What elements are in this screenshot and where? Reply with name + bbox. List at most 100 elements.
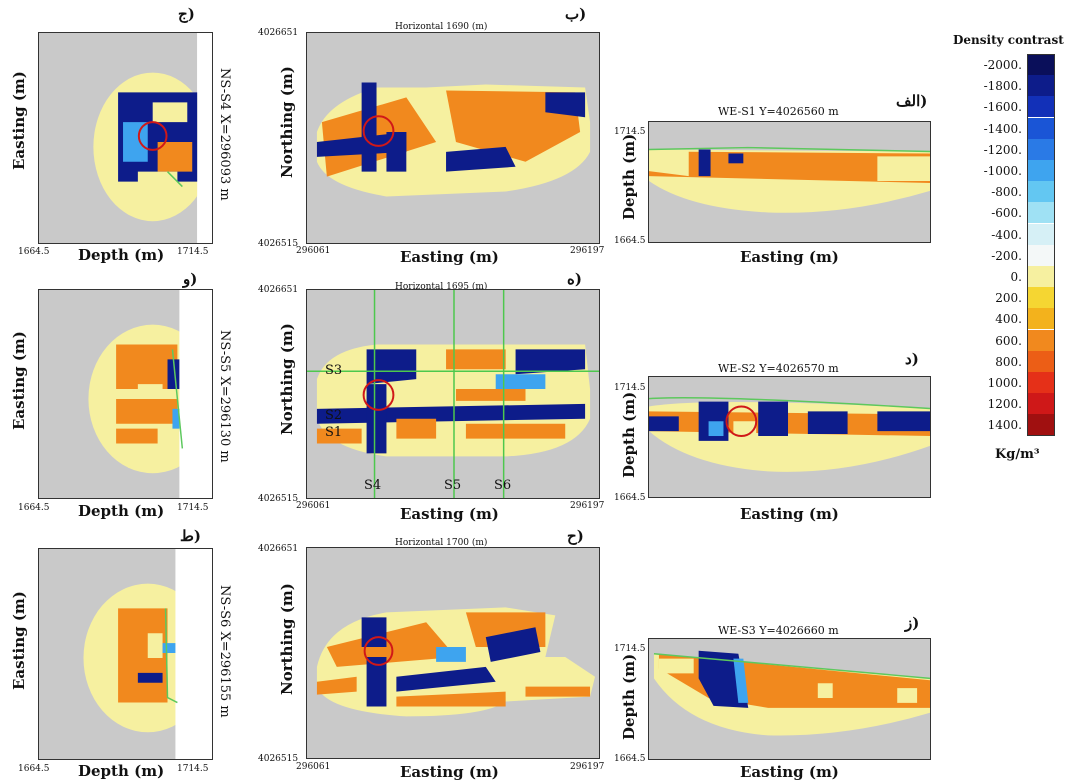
colorbar-frame bbox=[1027, 54, 1055, 436]
colorbar-swatch bbox=[1027, 244, 1055, 266]
colorbar-label: -1400. bbox=[983, 121, 1022, 136]
profile-label-s6: S6 bbox=[494, 478, 512, 493]
we-ylabel-1: Depth (m) bbox=[620, 133, 638, 220]
we-section-label-2: WE-S2 Y=4026570 m bbox=[718, 362, 839, 375]
we-tick-bottom-3: 1664.5 bbox=[614, 754, 646, 764]
ns-ylabel-3: Easting (m) bbox=[10, 591, 28, 690]
horiz-tick-top-1: 4026651 bbox=[258, 28, 299, 38]
colorbar-swatch bbox=[1027, 372, 1055, 393]
horiz-tick-xleft-3: 296061 bbox=[296, 762, 331, 772]
profile-label-s1: S1 bbox=[325, 425, 343, 440]
ns-ylabel-2: Easting (m) bbox=[10, 331, 28, 430]
ns-section-label-2: NS-S5 X=296130 m bbox=[217, 330, 232, 463]
colorbar-label: -800. bbox=[991, 185, 1022, 200]
colorbar-swatch bbox=[1027, 181, 1055, 203]
we-xlabel-3: Easting (m) bbox=[740, 763, 839, 781]
horiz-tick-xright-3: 296197 bbox=[570, 762, 605, 772]
colorbar-swatch bbox=[1027, 138, 1055, 160]
colorbar-label: 800. bbox=[995, 354, 1022, 369]
we-tick-top-2: 1714.5 bbox=[614, 383, 646, 393]
we-tick-bottom-2: 1664.5 bbox=[614, 493, 646, 503]
colorbar-swatch bbox=[1027, 96, 1055, 118]
we-tick-top-1: 1714.5 bbox=[614, 127, 646, 137]
panel-letter-ns-3: ط) bbox=[180, 527, 201, 545]
colorbar-swatch bbox=[1027, 54, 1055, 75]
horiz-xlabel-1: Easting (m) bbox=[400, 248, 499, 266]
horizontal-slice-panel-1 bbox=[306, 32, 600, 244]
colorbar-label: -1800. bbox=[983, 79, 1022, 94]
panel-letter-ns-1: ج) bbox=[178, 5, 195, 23]
horizontal-slice-panel-2 bbox=[306, 289, 600, 499]
colorbar-swatch bbox=[1027, 329, 1055, 351]
horiz-xlabel-3: Easting (m) bbox=[400, 763, 499, 781]
horiz-title-2: Horizontal 1695 (m) bbox=[395, 282, 488, 292]
colorbar-swatch bbox=[1027, 160, 1055, 181]
horiz-tick-xright-2: 296197 bbox=[570, 501, 605, 511]
we-tick-top-3: 1714.5 bbox=[614, 644, 646, 654]
colorbar-label: -1000. bbox=[983, 164, 1022, 178]
ns-tick-right-2: 1714.5 bbox=[177, 503, 209, 513]
ns-xlabel-1: Depth (m) bbox=[78, 246, 165, 264]
profile-label-s3: S3 bbox=[325, 363, 343, 378]
profile-label-s4: S4 bbox=[364, 478, 382, 493]
legend-units: Kg/m³ bbox=[995, 447, 1040, 462]
horizontal-slice-panel-3 bbox=[306, 547, 600, 759]
colorbar-swatch bbox=[1027, 266, 1055, 287]
horiz-tick-bottom-3: 4026515 bbox=[258, 754, 299, 764]
horiz-ylabel-2: Northing (m) bbox=[278, 323, 296, 435]
ns-tick-right-1: 1714.5 bbox=[177, 247, 209, 257]
colorbar-label: 1000. bbox=[987, 376, 1022, 390]
colorbar-label: -1200. bbox=[983, 142, 1022, 157]
colorbar-label: -600. bbox=[991, 206, 1022, 221]
colorbar-swatch bbox=[1027, 287, 1055, 309]
ns-xlabel-3: Depth (m) bbox=[78, 762, 165, 780]
profile-label-s2: S2 bbox=[325, 408, 343, 423]
we-section-label-1: WE-S1 Y=4026560 m bbox=[718, 105, 839, 118]
panel-letter-we-3: ز) bbox=[905, 614, 920, 632]
colorbar-label: 1200. bbox=[987, 397, 1022, 412]
colorbar-label: -400. bbox=[991, 227, 1022, 242]
colorbar-label: 200. bbox=[995, 291, 1022, 306]
we-section-panel-1 bbox=[648, 121, 931, 243]
colorbar-swatch bbox=[1027, 308, 1055, 330]
we-section-panel-2 bbox=[648, 376, 931, 498]
colorbar-swatch bbox=[1027, 223, 1055, 245]
horiz-title-1: Horizontal 1690 (m) bbox=[395, 22, 488, 32]
ns-ylabel-1: Easting (m) bbox=[10, 71, 28, 170]
horiz-tick-bottom-1: 4026515 bbox=[258, 239, 299, 249]
horiz-tick-xleft-2: 296061 bbox=[296, 501, 331, 511]
panel-letter-horiz-1: ب) bbox=[565, 5, 587, 23]
ns-xlabel-2: Depth (m) bbox=[78, 502, 165, 520]
colorbar-label: 600. bbox=[995, 333, 1022, 348]
ns-section-label-3: NS-S6 X=296155 m bbox=[217, 585, 232, 718]
colorbar-swatch bbox=[1027, 75, 1055, 97]
ns-section-panel-1 bbox=[38, 32, 213, 244]
profile-label-s5: S5 bbox=[444, 478, 462, 493]
colorbar-swatch bbox=[1027, 393, 1055, 415]
colorbar-label: -2000. bbox=[983, 58, 1022, 72]
we-xlabel-2: Easting (m) bbox=[740, 505, 839, 523]
colorbar-swatch bbox=[1027, 202, 1055, 224]
colorbar-label: -200. bbox=[991, 248, 1022, 263]
horiz-ylabel-3: Northing (m) bbox=[278, 583, 296, 695]
colorbar-swatch bbox=[1027, 350, 1055, 372]
we-section-panel-3 bbox=[648, 638, 931, 760]
panel-letter-we-2: د) bbox=[905, 350, 919, 368]
ns-tick-left-1: 1664.5 bbox=[18, 247, 50, 257]
ns-tick-right-3: 1714.5 bbox=[177, 764, 209, 774]
colorbar-label: 0. bbox=[1010, 270, 1022, 284]
colorbar-label: 1400. bbox=[987, 418, 1022, 433]
horiz-tick-bottom-2: 4026515 bbox=[258, 494, 299, 504]
we-ylabel-3: Depth (m) bbox=[620, 653, 638, 740]
we-section-label-3: WE-S3 Y=4026660 m bbox=[718, 624, 839, 637]
panel-letter-we-1: الف) bbox=[896, 92, 928, 110]
panel-letter-horiz-2: ه) bbox=[567, 270, 582, 288]
horiz-ylabel-1: Northing (m) bbox=[278, 66, 296, 178]
colorbar-swatch bbox=[1027, 414, 1055, 436]
horiz-tick-xleft-1: 296061 bbox=[296, 246, 331, 256]
ns-tick-left-3: 1664.5 bbox=[18, 764, 50, 774]
colorbar-swatch bbox=[1027, 117, 1055, 139]
legend-title: Density contrast bbox=[953, 33, 1064, 47]
we-tick-bottom-1: 1664.5 bbox=[614, 236, 646, 246]
horiz-tick-xright-1: 296197 bbox=[570, 246, 605, 256]
